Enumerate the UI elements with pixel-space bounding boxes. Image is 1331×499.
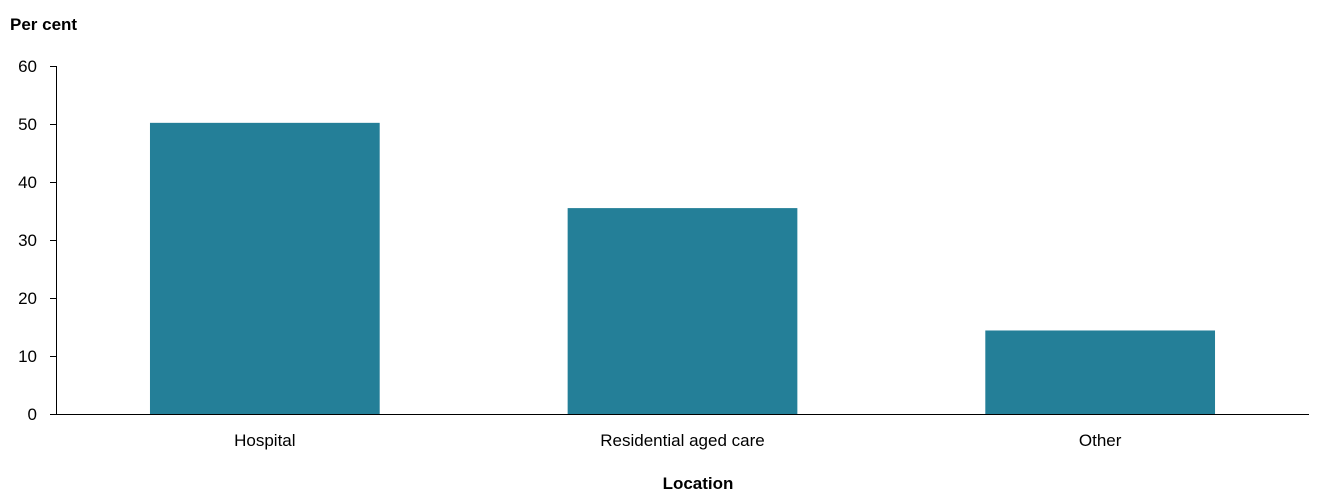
bar-hospital [149,122,380,414]
y-tick-label: 40 [18,173,37,192]
y-tick-label: 60 [18,57,37,76]
bar-residential-aged-care [567,208,798,414]
x-tick-label: Other [1079,431,1122,450]
x-tick-label: Hospital [234,431,295,450]
y-tick-label: 50 [18,115,37,134]
y-axis: 0 10 20 30 40 50 60 [18,57,56,424]
y-axis-title: Per cent [10,15,77,34]
x-axis: Hospital Residential aged care Other [234,431,1122,450]
x-tick-label: Residential aged care [600,431,764,450]
y-tick-label: 0 [28,405,37,424]
y-tick-label: 30 [18,231,37,250]
bar-other [985,330,1216,414]
y-tick-label: 10 [18,347,37,366]
bars-group [149,122,1216,414]
y-tick-label: 20 [18,289,37,308]
x-axis-title: Location [663,474,734,493]
